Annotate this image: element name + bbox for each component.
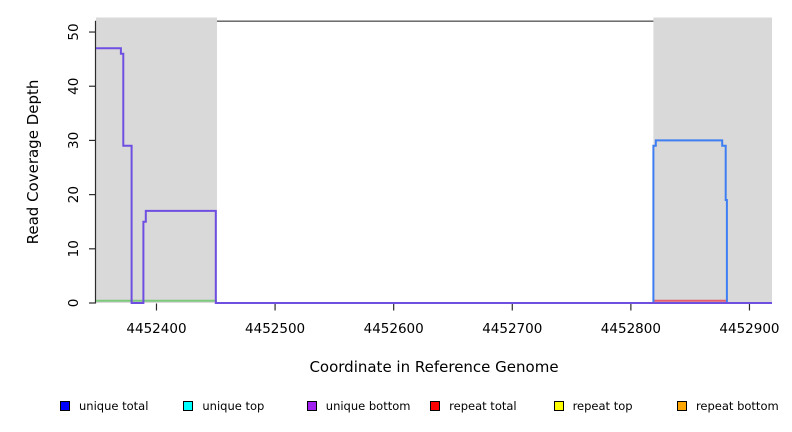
repeat-region-left — [96, 17, 217, 303]
repeat-region-right — [653, 17, 772, 303]
x-tick-label: 4452800 — [601, 321, 661, 337]
x-axis-label: Coordinate in Reference Genome — [309, 358, 558, 376]
legend-item-unique-total: unique total — [60, 399, 183, 413]
legend-label: unique total — [79, 399, 149, 413]
y-tick-label: 20 — [66, 186, 82, 203]
legend-item-repeat-top: repeat top — [553, 399, 677, 413]
x-tick-label: 4452400 — [126, 321, 186, 337]
series-unique-bottom — [96, 47, 772, 304]
y-tick-label: 50 — [66, 23, 82, 40]
legend-label: unique bottom — [325, 399, 411, 413]
legend-swatch — [676, 401, 687, 411]
y-tick-label: 30 — [66, 132, 82, 149]
x-tick-label: 4452700 — [482, 321, 542, 337]
legend: unique total unique top unique bottom repea… — [60, 397, 792, 415]
y-tick-label: 0 — [66, 299, 82, 308]
legend-swatch — [306, 401, 317, 411]
y-axis-label: Read Coverage Depth — [24, 80, 42, 245]
legend-swatch — [430, 401, 441, 411]
legend-label: repeat bottom — [695, 399, 779, 413]
legend-item-repeat-bottom: repeat bottom — [676, 399, 792, 413]
legend-item-repeat-total: repeat total — [430, 399, 553, 413]
legend-item-unique-top: unique top — [183, 399, 306, 413]
legend-item-unique-bottom: unique bottom — [306, 399, 430, 413]
y-tick-label: 40 — [66, 78, 82, 95]
legend-swatch — [60, 401, 70, 411]
legend-label: unique top — [202, 399, 265, 413]
x-tick-label: 4452500 — [245, 321, 305, 337]
plot-area: 0 10 20 30 40 50 4452400 4452500 4452600 4452700 4… — [24, 17, 780, 376]
legend-swatch — [553, 401, 564, 411]
series-unique-total — [652, 139, 772, 304]
legend-label: repeat total — [449, 399, 517, 413]
y-tick-label: 10 — [66, 240, 82, 257]
legend-swatch — [183, 401, 194, 411]
x-tick-label: 4452900 — [719, 321, 779, 337]
x-tick-label: 4452600 — [364, 321, 424, 337]
legend-label: repeat top — [572, 399, 633, 413]
